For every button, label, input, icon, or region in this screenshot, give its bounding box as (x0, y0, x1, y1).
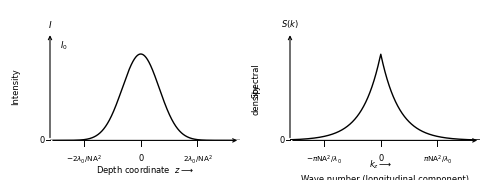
Text: $2\lambda_0/\mathrm{NA}^2$: $2\lambda_0/\mathrm{NA}^2$ (182, 154, 212, 166)
Text: 0: 0 (138, 154, 143, 163)
Text: $k_z\longrightarrow$: $k_z\longrightarrow$ (370, 159, 393, 171)
Text: $-2\lambda_0/\mathrm{NA}^2$: $-2\lambda_0/\mathrm{NA}^2$ (66, 154, 102, 166)
Text: $S(k)$: $S(k)$ (281, 18, 299, 30)
Text: 0: 0 (378, 154, 384, 163)
Text: 0: 0 (39, 136, 44, 145)
Text: $\pi\mathrm{NA}^2/\lambda_0$: $\pi\mathrm{NA}^2/\lambda_0$ (422, 154, 452, 166)
Text: 0: 0 (279, 136, 284, 145)
Text: Wave number (longitudinal component): Wave number (longitudinal component) (301, 175, 469, 180)
Text: $I$: $I$ (48, 19, 52, 30)
Text: density: density (252, 84, 260, 115)
Text: $-\pi\mathrm{NA}^2/\lambda_0$: $-\pi\mathrm{NA}^2/\lambda_0$ (306, 154, 342, 166)
Text: $I_0$: $I_0$ (60, 39, 68, 52)
Text: Spectral: Spectral (252, 64, 260, 98)
Text: Intensity: Intensity (12, 68, 20, 105)
Text: Depth coordinate  $z\longrightarrow$: Depth coordinate $z\longrightarrow$ (96, 164, 194, 177)
